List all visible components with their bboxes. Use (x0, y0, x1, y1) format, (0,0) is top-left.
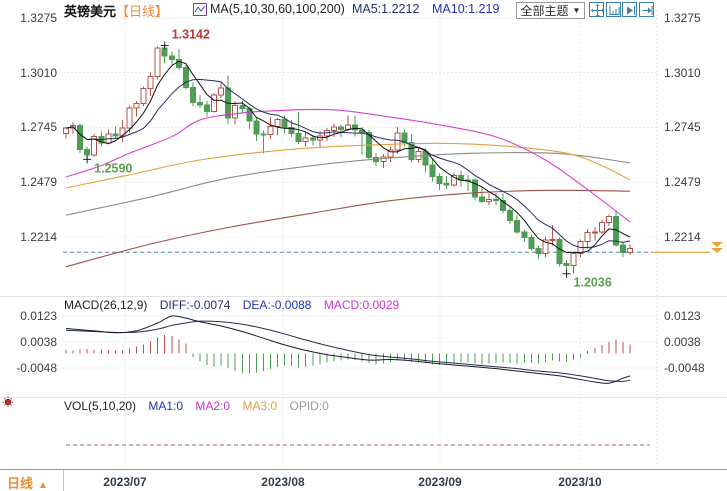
y-axis-price-label: 1.2214 (20, 230, 57, 244)
y-axis-price-label-right: 1.3275 (664, 11, 701, 25)
y-axis-price-label-right: 1.2479 (664, 175, 701, 190)
chevron-down-icon: ▼ (572, 6, 581, 15)
macd-params-label: MACD(26,12,9) (64, 298, 148, 312)
vol-params-label: VOL(5,10,20) (64, 399, 137, 413)
y-axis-price-label-right: 1.2745 (664, 120, 701, 135)
play-forward-button[interactable] (622, 2, 637, 17)
step-out-button[interactable] (638, 2, 654, 17)
indicator-settings-icon[interactable] (193, 3, 207, 16)
ma-line-ma30 (65, 108, 631, 223)
vol-ma1-value: MA1:0 (148, 399, 184, 413)
macd-axis-label-right: 0.0123 (664, 309, 701, 323)
move-tool-button[interactable] (589, 2, 604, 17)
triangle-up-icon: ▲ (38, 480, 48, 491)
vol-header: VOL(5,10,20) MA1:0 MA2:0 MA3:0 OPID:0 (64, 399, 338, 413)
price-annotation: 1.2590 (94, 161, 132, 175)
chart-title: 英镑美元【日线】 (64, 1, 168, 20)
axis-scale-button[interactable] (605, 2, 621, 17)
ma10-value-label: MA10:1.219 (432, 2, 500, 16)
tab-daily[interactable]: 日线 ▲ (7, 473, 48, 491)
tab-daily-label: 日线 (7, 476, 34, 491)
diff-line (65, 315, 631, 384)
price-annotations-layer: 1.3142 1.2590 1.2036 (83, 27, 612, 290)
macd-dea-value: DEA:-0.0088 (242, 298, 312, 312)
ma-parameters-label: MA(5,10,30,60,100,200) (210, 2, 345, 16)
ma5-value-label: MA5:1.2212 (352, 2, 420, 16)
y-axis-price-label: 1.3275 (20, 11, 57, 25)
ma-line-ma5 (65, 60, 631, 254)
theme-dropdown-label: 全部主题 (520, 4, 569, 18)
y-axis-price-label: 1.3010 (20, 65, 57, 80)
vol-ma3-value: MA3:0 (242, 399, 278, 413)
live-indicator-icon (2, 396, 14, 408)
ma-line-ma10 (65, 78, 631, 248)
current-price-marker (711, 242, 723, 253)
macd-histogram-layer (65, 335, 631, 374)
x-axis-date-label: 2023/10 (558, 475, 602, 489)
y-axis-price-label-right: 1.3010 (664, 65, 701, 80)
macd-axis-label: -0.0048 (16, 361, 57, 375)
price-annotation: 1.3142 (172, 27, 210, 41)
candles-layer (63, 45, 633, 274)
y-axis-price-label: 1.2745 (20, 120, 57, 135)
macd-diff-value: DIFF:-0.0074 (159, 298, 231, 312)
x-axis-date-label: 2023/07 (103, 475, 147, 489)
x-axis-date-label: 2023/08 (261, 475, 305, 489)
macd-header: MACD(26,12,9) DIFF:-0.0074 DEA:-0.0088 M… (64, 298, 408, 312)
instrument-name: 英镑美元 (64, 4, 117, 19)
macd-axis-label-right: -0.0048 (664, 361, 705, 375)
ma-line-ma60 (65, 142, 631, 189)
ma-lines-layer (65, 60, 631, 268)
period-tag: 【日线】 (116, 4, 169, 19)
y-axis-price-label-right: 1.2214 (664, 230, 701, 244)
ma-line-ma200 (65, 189, 631, 268)
macd-axis-label: 0.0123 (20, 309, 57, 323)
y-axis-price-label: 1.2479 (20, 175, 57, 190)
vol-ma2-value: MA2:0 (195, 399, 231, 413)
dea-line (65, 320, 631, 382)
theme-dropdown[interactable]: 全部主题 ▼ (516, 2, 585, 19)
price-annotation: 1.2036 (574, 276, 612, 290)
x-axis-date-label: 2023/09 (418, 475, 462, 489)
ma-line-ma100 (65, 151, 631, 216)
macd-macd-value: MACD:0.0029 (323, 298, 400, 312)
macd-axis-label-right: 0.0038 (664, 334, 701, 349)
macd-axis-label: 0.0038 (20, 334, 57, 349)
grid-layer (0, 10, 727, 491)
vol-opid-value: OPID:0 (289, 399, 329, 413)
